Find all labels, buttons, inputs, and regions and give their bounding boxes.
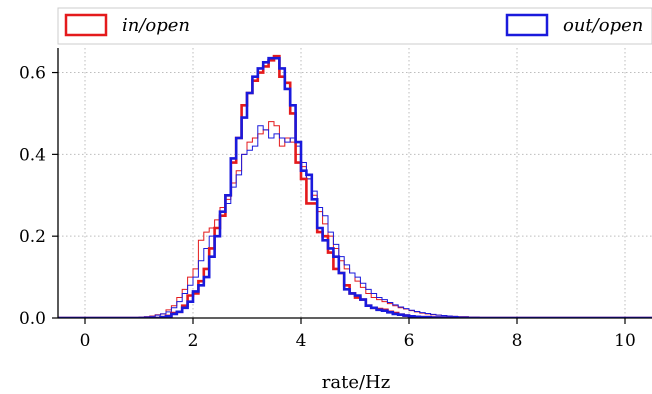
x-tick-label: 4 xyxy=(296,331,307,351)
axes xyxy=(52,48,652,324)
x-tick-label: 8 xyxy=(512,331,523,351)
legend-swatch-out-open xyxy=(505,13,549,37)
legend-label-in-open: in/open xyxy=(122,15,190,36)
y-tick-label: 0.2 xyxy=(19,227,46,247)
x-tick-label: 6 xyxy=(404,331,415,351)
out-open-histogram xyxy=(58,56,652,318)
y-tick-label: 0.0 xyxy=(19,309,46,329)
x-tick-label: 0 xyxy=(80,331,91,351)
x-tick-label: 2 xyxy=(188,331,199,351)
legend: in/open out/open xyxy=(57,7,652,45)
x-tick-label: 10 xyxy=(614,331,636,351)
legend-swatch-in-open xyxy=(64,13,108,37)
tick-labels: 0 2 4 6 8 10 0.0 0.2 0.4 0.6 xyxy=(19,64,636,351)
histogram-series-group xyxy=(58,54,652,318)
x-axis-label: rate/Hz xyxy=(322,372,390,393)
legend-frame xyxy=(57,7,652,45)
legend-label-out-open: out/open xyxy=(563,15,643,36)
y-tick-label: 0.6 xyxy=(19,64,46,84)
y-tick-label: 0.4 xyxy=(19,145,46,165)
aux-2-thin-histogram xyxy=(58,121,652,318)
